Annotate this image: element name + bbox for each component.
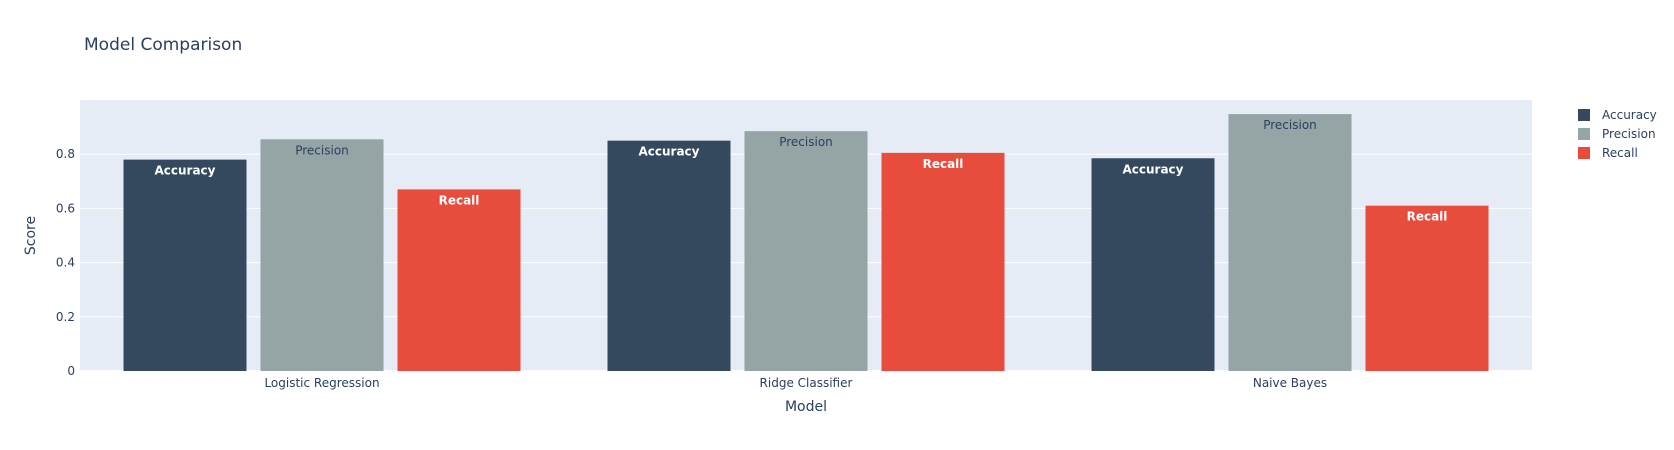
chart-title: Model Comparison xyxy=(84,35,242,55)
bar-accuracy[interactable] xyxy=(1091,158,1215,371)
legend-label: Precision xyxy=(1602,127,1656,141)
bar-accuracy[interactable] xyxy=(607,140,731,371)
legend-item-accuracy[interactable]: Accuracy xyxy=(1578,108,1657,122)
x-tick-label: Naive Bayes xyxy=(1253,376,1327,390)
bar-label: Accuracy xyxy=(638,145,699,159)
bar-label: Precision xyxy=(779,135,833,149)
legend-swatch xyxy=(1578,147,1590,159)
x-axis-ticks: Logistic Regression Ridge Classifier Naive… xyxy=(264,376,1327,390)
bar-label: Recall xyxy=(1407,210,1448,224)
legend-swatch xyxy=(1578,109,1590,121)
x-tick-label: Logistic Regression xyxy=(264,376,379,390)
bar-precision[interactable] xyxy=(1228,114,1352,371)
bar-accuracy[interactable] xyxy=(123,159,247,371)
legend[interactable]: Accuracy Precision Recall xyxy=(1578,108,1657,160)
x-axis-title: Model xyxy=(785,399,827,415)
bar-recall[interactable] xyxy=(1365,205,1489,371)
y-tick-label: 0.6 xyxy=(56,201,75,215)
y-tick-label: 0 xyxy=(67,364,75,378)
y-axis-ticks: 0 0.2 0.4 0.6 0.8 xyxy=(56,147,75,378)
bar-recall[interactable] xyxy=(397,189,521,371)
legend-label: Recall xyxy=(1602,146,1638,160)
bar-precision[interactable] xyxy=(744,131,868,371)
bar-label: Recall xyxy=(923,157,964,171)
y-tick-label: 0.8 xyxy=(56,147,75,161)
bar-labels: Accuracy Precision Recall Accuracy Precision… xyxy=(154,118,1447,224)
bar-label: Recall xyxy=(439,193,480,207)
y-tick-label: 0.4 xyxy=(56,256,75,270)
bar-label: Accuracy xyxy=(1122,162,1183,176)
legend-label: Accuracy xyxy=(1602,108,1657,122)
bar-precision[interactable] xyxy=(260,139,384,371)
bar-label: Precision xyxy=(1263,118,1317,132)
bar-recall[interactable] xyxy=(881,152,1005,371)
bar-label: Accuracy xyxy=(154,164,215,178)
y-axis-title: Score xyxy=(23,216,39,255)
bar-label: Precision xyxy=(295,143,349,157)
legend-item-precision[interactable]: Precision xyxy=(1578,127,1656,141)
legend-swatch xyxy=(1578,128,1590,140)
bars xyxy=(123,114,1489,371)
legend-item-recall[interactable]: Recall xyxy=(1578,146,1638,160)
y-tick-label: 0.2 xyxy=(56,310,75,324)
x-tick-label: Ridge Classifier xyxy=(760,376,853,390)
